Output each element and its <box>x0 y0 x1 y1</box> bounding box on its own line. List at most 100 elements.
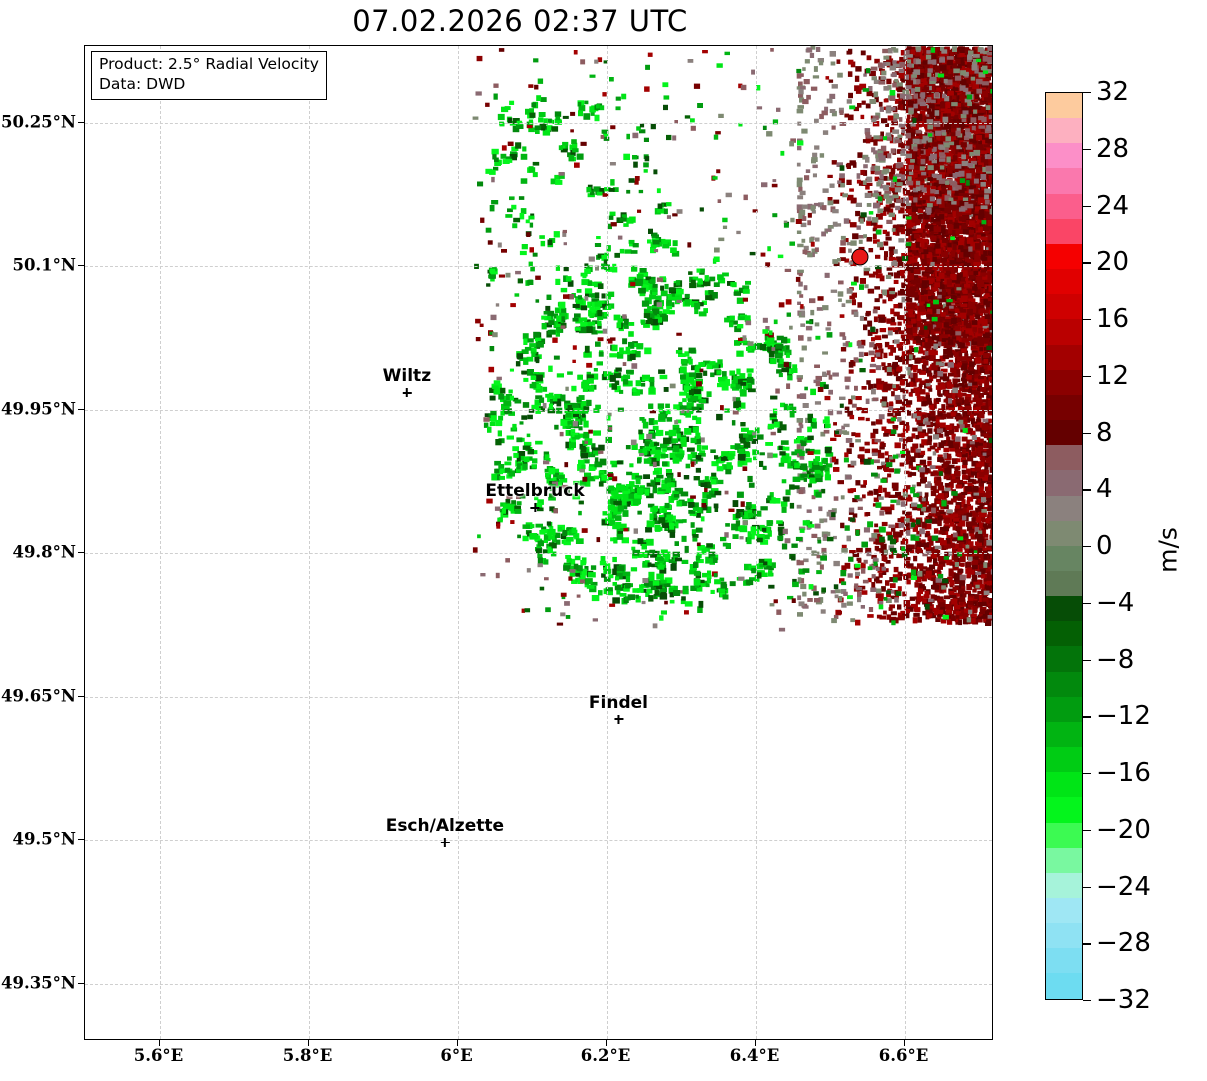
radar-pixel <box>959 453 964 458</box>
radar-pixel <box>903 355 911 360</box>
radar-pixel <box>982 507 989 511</box>
radar-pixel <box>893 279 899 284</box>
radar-pixel <box>894 394 901 401</box>
radar-pixel <box>933 477 938 484</box>
radar-pixel <box>970 521 978 526</box>
radar-pixel <box>919 528 925 535</box>
radar-pixel <box>979 360 986 364</box>
radar-pixel <box>884 451 889 456</box>
radar-pixel <box>882 334 888 339</box>
radar-pixel <box>897 105 902 110</box>
radar-pixel <box>909 596 915 601</box>
radar-pixel <box>977 602 985 607</box>
radar-pixel <box>886 366 892 372</box>
radar-map-plot[interactable]: Wiltz Ettelbruck Findel Esch/Alzette Produc… <box>84 45 993 1040</box>
radar-pixel <box>900 406 906 413</box>
radar-pixel <box>894 78 899 83</box>
radar-pixel <box>833 614 839 619</box>
radar-pixel <box>925 467 930 473</box>
radar-pixel <box>836 410 843 415</box>
radar-pixel <box>890 308 895 315</box>
radar-pixel <box>990 565 992 570</box>
radar-pixel <box>893 617 899 624</box>
radar-pixel <box>927 428 933 434</box>
radar-pixel <box>896 343 903 348</box>
radar-pixel <box>863 164 868 169</box>
radar-pixel <box>966 584 973 591</box>
radar-pixel <box>977 579 983 585</box>
radar-pixel <box>978 141 985 147</box>
radar-pixel <box>981 362 987 366</box>
radar-pixel <box>904 145 910 149</box>
radar-pixel <box>890 347 896 353</box>
radar-pixel <box>872 227 878 232</box>
radar-pixel <box>915 391 920 396</box>
radar-pixel <box>938 393 943 397</box>
radar-pixel <box>924 177 929 182</box>
radar-pixel <box>837 258 841 262</box>
radar-pixel <box>871 582 876 588</box>
radar-pixel <box>987 407 992 414</box>
radar-pixel <box>924 492 929 497</box>
radar-pixel <box>933 368 938 375</box>
lat-tick-mark <box>78 408 84 410</box>
radar-pixel <box>985 418 992 424</box>
radar-pixel <box>857 344 865 349</box>
radar-pixel <box>898 571 903 576</box>
radar-pixel <box>821 547 827 554</box>
radar-pixel <box>882 570 887 575</box>
radar-pixel <box>834 458 839 465</box>
radar-pixel <box>866 237 873 242</box>
radar-pixel <box>980 406 988 411</box>
radar-pixel <box>910 378 916 383</box>
radar-pixel <box>946 412 952 418</box>
radar-pixel <box>897 518 902 523</box>
radar-pixel <box>850 240 857 246</box>
radar-pixel <box>906 450 911 456</box>
radar-pixel <box>961 448 966 455</box>
radar-pixel <box>958 406 964 411</box>
radar-pixel <box>962 372 967 378</box>
radar-pixel <box>978 351 985 356</box>
radar-pixel <box>890 318 896 325</box>
radar-pixel <box>837 291 844 297</box>
radar-pixel <box>931 364 938 371</box>
radar-pixel <box>823 429 830 434</box>
radar-pixel <box>943 517 950 524</box>
radar-pixel <box>986 500 992 504</box>
radar-pixel <box>888 352 894 356</box>
radar-pixel <box>919 584 925 589</box>
radar-pixel <box>953 394 958 399</box>
radar-pixel <box>967 410 972 415</box>
radar-pixel <box>972 235 977 242</box>
radar-pixel <box>929 564 936 570</box>
radar-pixel <box>945 424 952 430</box>
radar-pixel <box>991 85 992 92</box>
radar-pixel <box>947 163 954 168</box>
radar-pixel <box>905 515 913 519</box>
radar-pixel <box>964 404 972 409</box>
radar-pixel <box>853 276 859 283</box>
radar-pixel <box>904 485 911 490</box>
radar-pixel <box>905 511 910 518</box>
radar-pixel <box>974 357 982 364</box>
radar-pixel <box>937 410 943 417</box>
radar-pixel <box>901 132 905 136</box>
radar-pixel <box>955 614 962 619</box>
radar-pixel <box>833 467 840 472</box>
radar-pixel <box>866 380 871 385</box>
radar-pixel <box>855 210 861 217</box>
radar-pixel <box>827 197 833 203</box>
radar-pixel <box>971 192 978 199</box>
radar-pixel <box>988 376 992 382</box>
radar-pixel <box>951 476 956 482</box>
radar-pixel <box>947 576 953 582</box>
radar-pixel <box>863 267 871 272</box>
radar-pixel <box>843 218 850 224</box>
radar-pixel <box>983 358 989 364</box>
radar-pixel <box>901 148 907 153</box>
radar-pixel <box>949 521 955 527</box>
radar-pixel <box>937 433 944 438</box>
radar-pixel <box>942 354 949 360</box>
radar-pixel <box>798 89 804 95</box>
